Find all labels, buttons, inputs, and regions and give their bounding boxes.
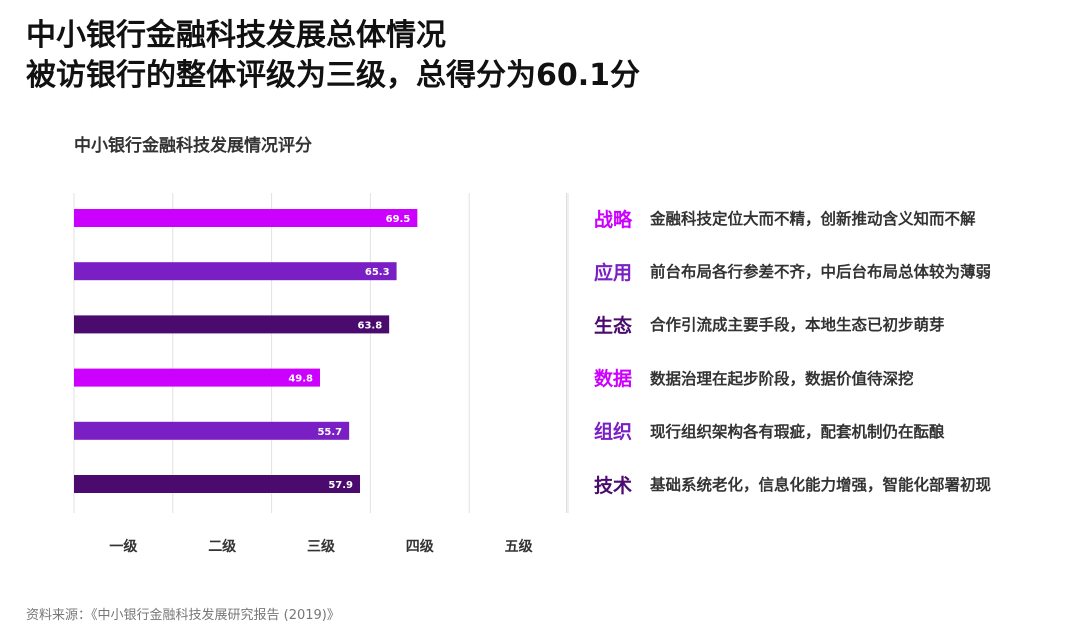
dimension-desc: 现行组织架构各有瑕疵，配套机制仍在酝酿 xyxy=(650,422,945,441)
dimension-desc: 合作引流成主要手段，本地生态已初步萌芽 xyxy=(650,316,945,335)
x-tick-label: 五级 xyxy=(505,538,534,555)
x-tick-label: 四级 xyxy=(406,538,435,555)
dimension-desc: 数据治理在起步阶段，数据价值待深挖 xyxy=(650,369,914,388)
data-label: 55.7 xyxy=(317,427,342,438)
data-label: 63.8 xyxy=(357,320,382,331)
data-label: 65.3 xyxy=(365,267,390,278)
dimension-desc: 基础系统老化，信息化能力增强，智能化部署初现 xyxy=(650,476,992,494)
dimension-name: 技术 xyxy=(594,474,633,497)
x-tick-label: 二级 xyxy=(208,538,237,555)
dimension-row: 数据 数据治理在起步阶段，数据价值待深挖 xyxy=(594,363,914,393)
page-title: 中小银行金融科技发展总体情况 被访银行的整体评级为三级，总得分为60.1分 xyxy=(26,16,640,96)
x-tick-label: 一级 xyxy=(109,538,138,555)
dimension-name: 生态 xyxy=(594,314,633,337)
bar-战略 xyxy=(74,209,418,227)
dimension-desc: 金融科技定位大而不精，创新推动含义知而不解 xyxy=(650,210,976,228)
dimension-row: 组织 现行组织架构各有瑕疵，配套机制仍在酝酿 xyxy=(594,416,945,446)
bar-数据 xyxy=(74,368,321,387)
dimension-row: 生态 合作引流成主要手段，本地生态已初步萌芽 xyxy=(594,309,945,339)
dimension-row: 技术 基础系统老化，信息化能力增强，智能化部署初现 xyxy=(594,469,991,499)
title-line-1: 中小银行金融科技发展总体情况 xyxy=(26,18,446,53)
data-label: 57.9 xyxy=(328,480,353,491)
dimension-name: 数据 xyxy=(594,368,633,391)
source-note: 资料来源：《中小银行金融科技发展研究报告 (2019)》 xyxy=(26,608,340,623)
title-line-2: 被访银行的整体评级为三级，总得分为60.1分 xyxy=(26,58,641,93)
data-label: 49.8 xyxy=(288,374,313,385)
bar-应用 xyxy=(74,262,397,281)
dimension-name: 组织 xyxy=(594,421,633,444)
dimension-row: 战略 金融科技定位大而不精，创新推动含义知而不解 xyxy=(594,203,976,233)
x-tick-label: 三级 xyxy=(307,538,336,555)
data-label: 69.5 xyxy=(386,214,411,225)
bar-组织 xyxy=(74,421,350,440)
dimension-desc: 前台布局各行参差不齐，中后台布局总体较为薄弱 xyxy=(650,263,992,282)
chart-title: 中小银行金融科技发展情况评分 xyxy=(74,136,312,156)
bar-生态 xyxy=(74,315,390,334)
dimension-name: 应用 xyxy=(594,261,633,284)
divider xyxy=(566,193,567,513)
dimension-name: 战略 xyxy=(594,208,633,231)
bar-技术 xyxy=(74,475,361,493)
dimension-row: 应用 前台布局各行参差不齐，中后台布局总体较为薄弱 xyxy=(594,256,991,286)
